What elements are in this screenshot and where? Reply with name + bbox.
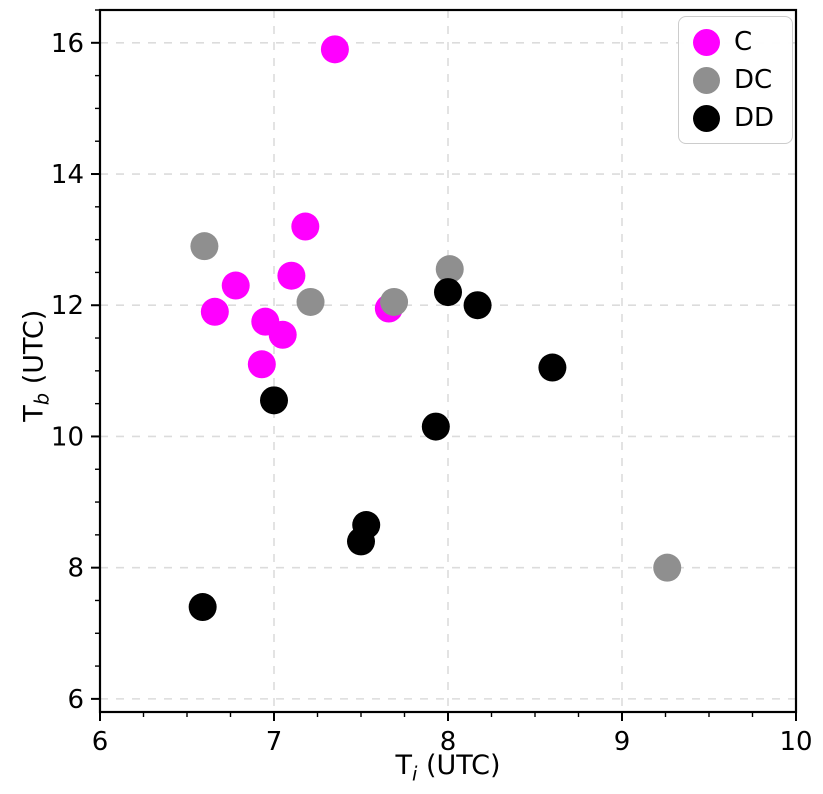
data-point-dc (296, 287, 325, 316)
x-axis-label: Ti (UTC) (100, 750, 796, 785)
y-tick-label: 10 (51, 422, 84, 452)
data-point-c (247, 350, 276, 379)
y-tick-label: 8 (67, 554, 84, 584)
data-point-dd (421, 412, 450, 441)
x-tick-label: 7 (266, 727, 283, 757)
legend-item-c: C (692, 27, 774, 57)
data-point-dc (435, 255, 464, 284)
legend-marker-icon-c (692, 28, 720, 56)
y-tick-label: 6 (67, 685, 84, 715)
data-point-c (320, 35, 349, 64)
y-axis-label-sub: b (30, 392, 54, 406)
data-point-dd (347, 527, 375, 556)
x-tick-label: 9 (614, 727, 631, 757)
data-point-c (221, 271, 250, 300)
legend: C DC DD (677, 16, 793, 144)
data-point-dd (188, 593, 217, 622)
legend-item-dc: DC (692, 65, 774, 95)
x-axis-label-base: T (395, 750, 412, 781)
y-tick-label: 14 (51, 160, 84, 190)
data-point-c (268, 320, 297, 349)
y-axis-label: Tb (UTC) (18, 286, 53, 446)
data-point-dc (190, 232, 219, 261)
data-point-dd (463, 291, 492, 320)
legend-label-dc: DC (733, 65, 773, 95)
x-axis-label-rest: (UTC) (417, 750, 501, 781)
data-point-dd (434, 278, 462, 307)
legend-marker-icon-dd (692, 104, 720, 132)
x-tick-label: 8 (440, 727, 457, 757)
data-point-dc (653, 553, 682, 582)
legend-label-c: C (733, 27, 753, 57)
y-tick-label: 16 (51, 29, 84, 59)
plot-border (98, 8, 798, 714)
x-axis-label-sub: i (411, 762, 418, 786)
y-axis-label-rest: (UTC) (18, 309, 50, 393)
data-point-c (291, 212, 320, 241)
y-axis-label-base: T (18, 405, 50, 422)
data-point-dc (380, 287, 409, 316)
data-point-c (200, 297, 229, 326)
data-point-dd (538, 353, 567, 382)
x-tick-label: 10 (779, 727, 812, 757)
y-tick-label: 12 (51, 291, 84, 321)
x-tick-label: 6 (92, 727, 109, 757)
data-point-c (277, 261, 306, 290)
legend-marker-icon-dc (692, 66, 720, 94)
data-point-dd (260, 386, 288, 415)
legend-item-dd: DD (692, 103, 774, 133)
legend-label-dd: DD (733, 103, 774, 133)
